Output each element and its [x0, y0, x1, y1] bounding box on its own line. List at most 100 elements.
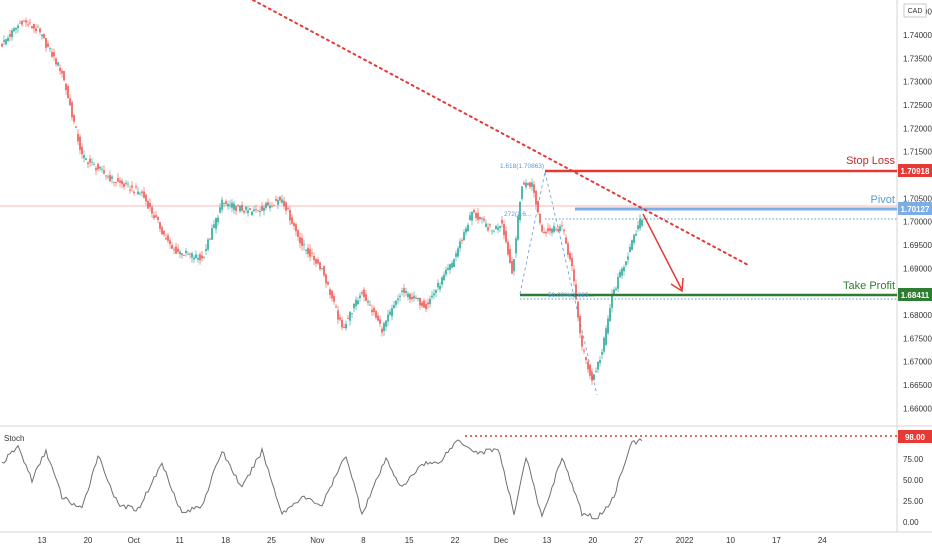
time-tick-label: 20: [588, 536, 597, 545]
stoch-value: 98.00: [905, 433, 926, 442]
candle-body: [541, 225, 543, 232]
stop-loss-price: 1.70918: [901, 167, 930, 176]
candle-body: [231, 202, 233, 208]
candle-body: [425, 303, 427, 310]
candle-body: [273, 205, 275, 207]
candle-body: [383, 323, 385, 331]
candle-body: [91, 161, 93, 163]
time-tick-label: 17: [772, 536, 781, 545]
candle-body: [525, 182, 527, 188]
candle-body: [381, 328, 383, 333]
candle-body: [303, 244, 305, 246]
candle-body: [151, 207, 153, 214]
candle-body: [189, 253, 191, 255]
candle-body: [87, 162, 89, 165]
candle-body: [41, 34, 43, 37]
fib-extension-label: 1.618(1.70863): [500, 163, 544, 170]
candle-body: [113, 181, 115, 183]
candle-body: [349, 311, 351, 321]
candle-body: [227, 203, 229, 207]
candle-body: [355, 299, 357, 307]
candle-body: [161, 227, 163, 235]
candle-body: [261, 206, 263, 211]
candle-body: [487, 227, 489, 231]
candle-body: [219, 207, 221, 213]
candle-body: [253, 209, 255, 212]
candle-body: [47, 43, 49, 47]
candle-body: [395, 300, 397, 305]
candle-body: [297, 230, 299, 237]
price-tick-label: 1.66500: [903, 381, 932, 390]
candle-body: [435, 290, 437, 293]
candle-body: [475, 213, 477, 218]
candle-body: [259, 210, 261, 213]
candle-body: [283, 200, 285, 207]
candle-body: [325, 274, 327, 284]
candle-body: [561, 225, 563, 227]
candle-body: [405, 290, 407, 293]
candle-body: [317, 259, 319, 264]
candle-body: [125, 182, 127, 184]
projection-arrow-line: [642, 213, 683, 291]
candle-body: [19, 22, 21, 24]
candle-body: [301, 237, 303, 246]
candle-body: [563, 229, 565, 232]
candle-body: [551, 228, 553, 233]
candle-body: [505, 230, 507, 243]
candle-body: [55, 58, 57, 65]
candle-body: [109, 175, 111, 182]
time-tick-label: Oct: [128, 536, 141, 545]
candle-body: [371, 309, 373, 313]
candle-body: [571, 257, 573, 266]
candle-body: [421, 302, 423, 307]
candle-body: [65, 83, 67, 91]
candle-body: [485, 223, 487, 227]
candle-body: [193, 257, 195, 260]
candle-body: [29, 22, 31, 24]
price-tick-label: 1.66000: [903, 404, 932, 413]
candle-body: [631, 240, 633, 250]
candle-body: [37, 26, 39, 28]
candle-body: [135, 186, 137, 188]
candle-body: [529, 182, 531, 187]
candle-body: [397, 298, 399, 301]
candle-body: [639, 219, 641, 229]
candle-body: [353, 304, 355, 309]
candle-body: [559, 226, 561, 231]
candle-body: [635, 233, 637, 236]
candle-body: [417, 297, 419, 300]
candle-body: [3, 40, 5, 42]
candle-body: [453, 259, 455, 267]
candle-body: [335, 306, 337, 308]
time-tick-label: 25: [267, 536, 276, 545]
candle-body: [451, 263, 453, 268]
price-tick-label: 1.69500: [903, 241, 932, 250]
candle-body: [507, 241, 509, 255]
candle-body: [401, 290, 403, 292]
price-tick-label: 1.73500: [903, 54, 932, 63]
candle-body: [591, 372, 593, 381]
candle-body: [387, 314, 389, 322]
candle-body: [433, 293, 435, 296]
candle-body: [633, 234, 635, 243]
candle-body: [539, 214, 541, 224]
candle-body: [607, 318, 609, 334]
candle-body: [181, 253, 183, 256]
candle-body: [615, 288, 617, 290]
candle-body: [471, 212, 473, 221]
candle-body: [201, 255, 203, 259]
candle-body: [13, 28, 15, 32]
candle-body: [133, 191, 135, 194]
candle-body: [609, 308, 611, 322]
time-axis: 13 20 Oct 11 18 25 Nov 8 15 22 Dec 13 20 27 2022 10 17 24: [38, 536, 828, 545]
candle-body: [521, 186, 523, 199]
candle-body: [147, 201, 149, 209]
candle-body: [415, 297, 417, 299]
candle-body: [347, 318, 349, 319]
candle-body: [321, 268, 323, 269]
candle-body: [567, 243, 569, 255]
stop-loss-label: Stop Loss: [846, 155, 895, 167]
price-tick-label: 1.70500: [903, 194, 932, 203]
candle-body: [369, 304, 371, 306]
candle-body: [389, 311, 391, 315]
